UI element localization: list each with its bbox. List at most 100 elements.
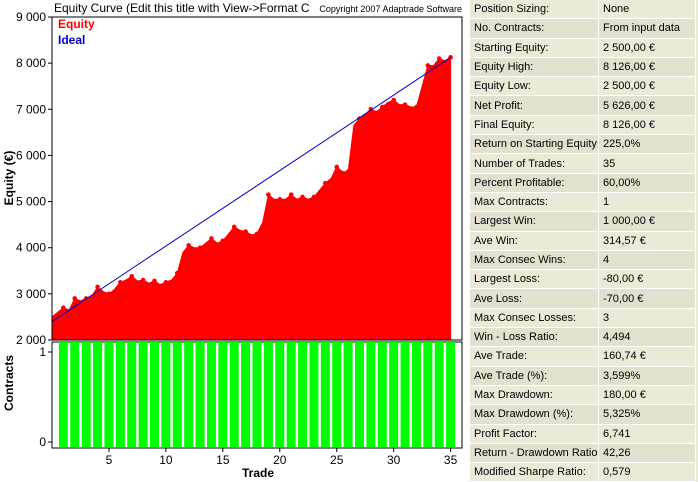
equity-point	[334, 164, 340, 170]
stats-row: Max Contracts: 1	[470, 192, 696, 213]
stats-panel: Position Sizing: None No. Contracts: From i…	[470, 0, 698, 482]
contracts-bar	[150, 342, 159, 447]
stats-row: Position Sizing: None	[470, 0, 696, 20]
stat-label: Return - Drawdown Ratio:	[470, 443, 599, 464]
x-tick-label: 20	[273, 453, 287, 467]
y-axis-title-equity: Equity (€)	[2, 151, 16, 206]
equity-point	[72, 296, 78, 301]
legend-ideal-label: Ideal	[58, 33, 85, 47]
stats-row: Starting Equity: 2 500,00 €	[470, 38, 696, 58]
stat-label: Starting Equity:	[470, 38, 599, 58]
equity-point	[140, 277, 146, 283]
equity-point	[277, 196, 283, 202]
stat-value: 5 626,00 €	[598, 95, 696, 116]
stat-label: Max Drawdown:	[470, 385, 599, 406]
stats-row: Final Equity: 8 126,00 €	[470, 115, 696, 136]
equity-point	[220, 238, 226, 244]
stat-value: 314,57 €	[598, 231, 696, 251]
stats-row: Ave Loss: -70,00 €	[470, 288, 696, 309]
stat-value: From input data	[598, 18, 696, 39]
stat-value: None	[598, 0, 696, 20]
stat-label: Max Contracts:	[470, 192, 599, 213]
x-tick-label: 5	[106, 453, 113, 467]
equity-point	[436, 56, 442, 61]
stat-label: Modified Sharpe Ratio:	[470, 462, 599, 482]
stats-row: Profit Factor: 6,741	[470, 424, 696, 444]
stats-row: Largest Win: 1 000,00 €	[470, 211, 696, 232]
contracts-plot-area: 015 10 15 20 25 30 35	[39, 341, 463, 467]
contracts-bar	[206, 342, 216, 447]
stats-row: Max Drawdown (%): 5,325%	[470, 404, 696, 425]
stats-row: Max Drawdown: 180,00 €	[470, 385, 696, 406]
contracts-bar	[172, 342, 182, 447]
stats-row: Ave Trade (%): 3,599%	[470, 366, 696, 386]
stats-row: Equity High: 8 126,00 €	[470, 57, 696, 78]
stat-value: 180,00 €	[598, 385, 696, 406]
contracts-bar	[275, 342, 285, 447]
equity-point	[379, 104, 385, 110]
stat-value: 42,26	[598, 443, 696, 464]
stat-label: Position Sizing:	[470, 0, 599, 20]
chart-panel: Equity Curve (Edit this title with View-…	[2, 1, 463, 480]
stats-row: Ave Trade: 160,74 €	[470, 346, 696, 367]
ideal-line-series	[51, 56, 451, 322]
stat-value: 1	[598, 192, 696, 213]
contracts-bar	[218, 342, 228, 447]
stat-label: Ave Loss:	[470, 288, 599, 309]
stat-label: Win - Loss Ratio:	[470, 327, 599, 348]
stat-value: 2 500,00 €	[598, 38, 696, 58]
stat-value: 225,0%	[598, 134, 696, 155]
stat-value: 160,74 €	[598, 346, 696, 367]
equity-point	[323, 180, 328, 186]
stat-label: Largest Win:	[470, 211, 599, 232]
stat-label: Final Equity:	[470, 115, 599, 136]
equity-point	[61, 305, 66, 311]
equity-point	[402, 102, 408, 107]
equity-plot-frame	[51, 16, 463, 341]
stat-value: 4,494	[598, 327, 696, 348]
equity-chart: Equity Curve (Edit this title with View-…	[2, 1, 463, 480]
contracts-bar	[138, 342, 148, 447]
contracts-bar	[298, 342, 308, 447]
equity-point	[197, 245, 203, 251]
stats-row: Percent Profitable: 60,00%	[470, 173, 696, 193]
stats-row: Max Consec Wins: 4	[470, 250, 696, 271]
equity-point	[129, 274, 135, 279]
stat-value: -70,00 €	[598, 288, 696, 309]
contracts-bar	[355, 342, 364, 447]
stat-value: 8 126,00 €	[598, 57, 696, 78]
contracts-y-tick-label: 0	[39, 435, 46, 449]
stat-label: Return on Starting Equity:	[470, 134, 599, 155]
contracts-bar	[58, 342, 68, 447]
x-tick-label: 10	[159, 453, 173, 467]
x-tick-label: 35	[444, 453, 458, 467]
stat-value: 2 500,00 €	[598, 76, 696, 97]
y-tick-label: 2 000	[16, 333, 46, 347]
equity-point	[186, 243, 191, 248]
equity-point	[118, 280, 123, 285]
stat-value: 1 000,00 €	[598, 211, 696, 232]
stats-row: No. Contracts: From input data	[470, 18, 696, 39]
stat-value: 35	[598, 153, 696, 174]
stats-row: Equity Low: 2 500,00 €	[470, 76, 696, 97]
contracts-bar	[184, 342, 194, 447]
contracts-bar	[411, 342, 421, 447]
equity-point	[311, 194, 317, 200]
contracts-bar	[127, 342, 137, 447]
equity-point	[345, 169, 351, 174]
y-tick-label: 9 000	[16, 10, 46, 24]
x-tick-label: 30	[387, 453, 401, 467]
y-tick-label: 7 000	[16, 102, 46, 116]
stat-label: Ave Trade:	[470, 346, 599, 367]
contracts-bar	[241, 342, 251, 447]
stat-label: Max Drawdown (%):	[470, 404, 599, 425]
contracts-bar	[81, 342, 91, 447]
stat-label: Max Consec Wins:	[470, 250, 599, 271]
contracts-bar	[93, 342, 103, 447]
equity-point	[163, 280, 169, 285]
x-tick-label: 25	[330, 453, 344, 467]
stat-value: 5,325%	[598, 404, 696, 425]
contracts-y-tick-label: 1	[39, 345, 46, 359]
stats-row: Return - Drawdown Ratio: 42,26	[470, 443, 696, 464]
equity-point	[209, 236, 214, 241]
